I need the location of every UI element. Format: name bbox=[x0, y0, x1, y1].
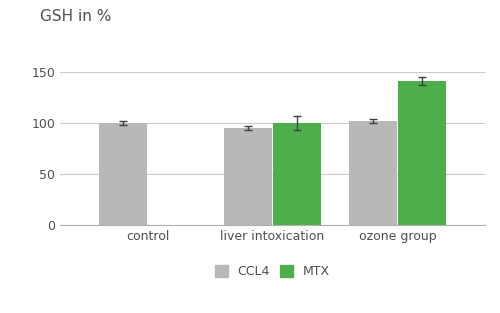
Bar bbox=[273, 123, 320, 225]
Bar bbox=[100, 123, 147, 225]
Bar bbox=[398, 81, 446, 225]
Text: GSH in %: GSH in % bbox=[40, 9, 112, 24]
Legend: CCL4, MTX: CCL4, MTX bbox=[210, 260, 335, 283]
Bar bbox=[350, 121, 397, 225]
Bar bbox=[224, 128, 272, 225]
